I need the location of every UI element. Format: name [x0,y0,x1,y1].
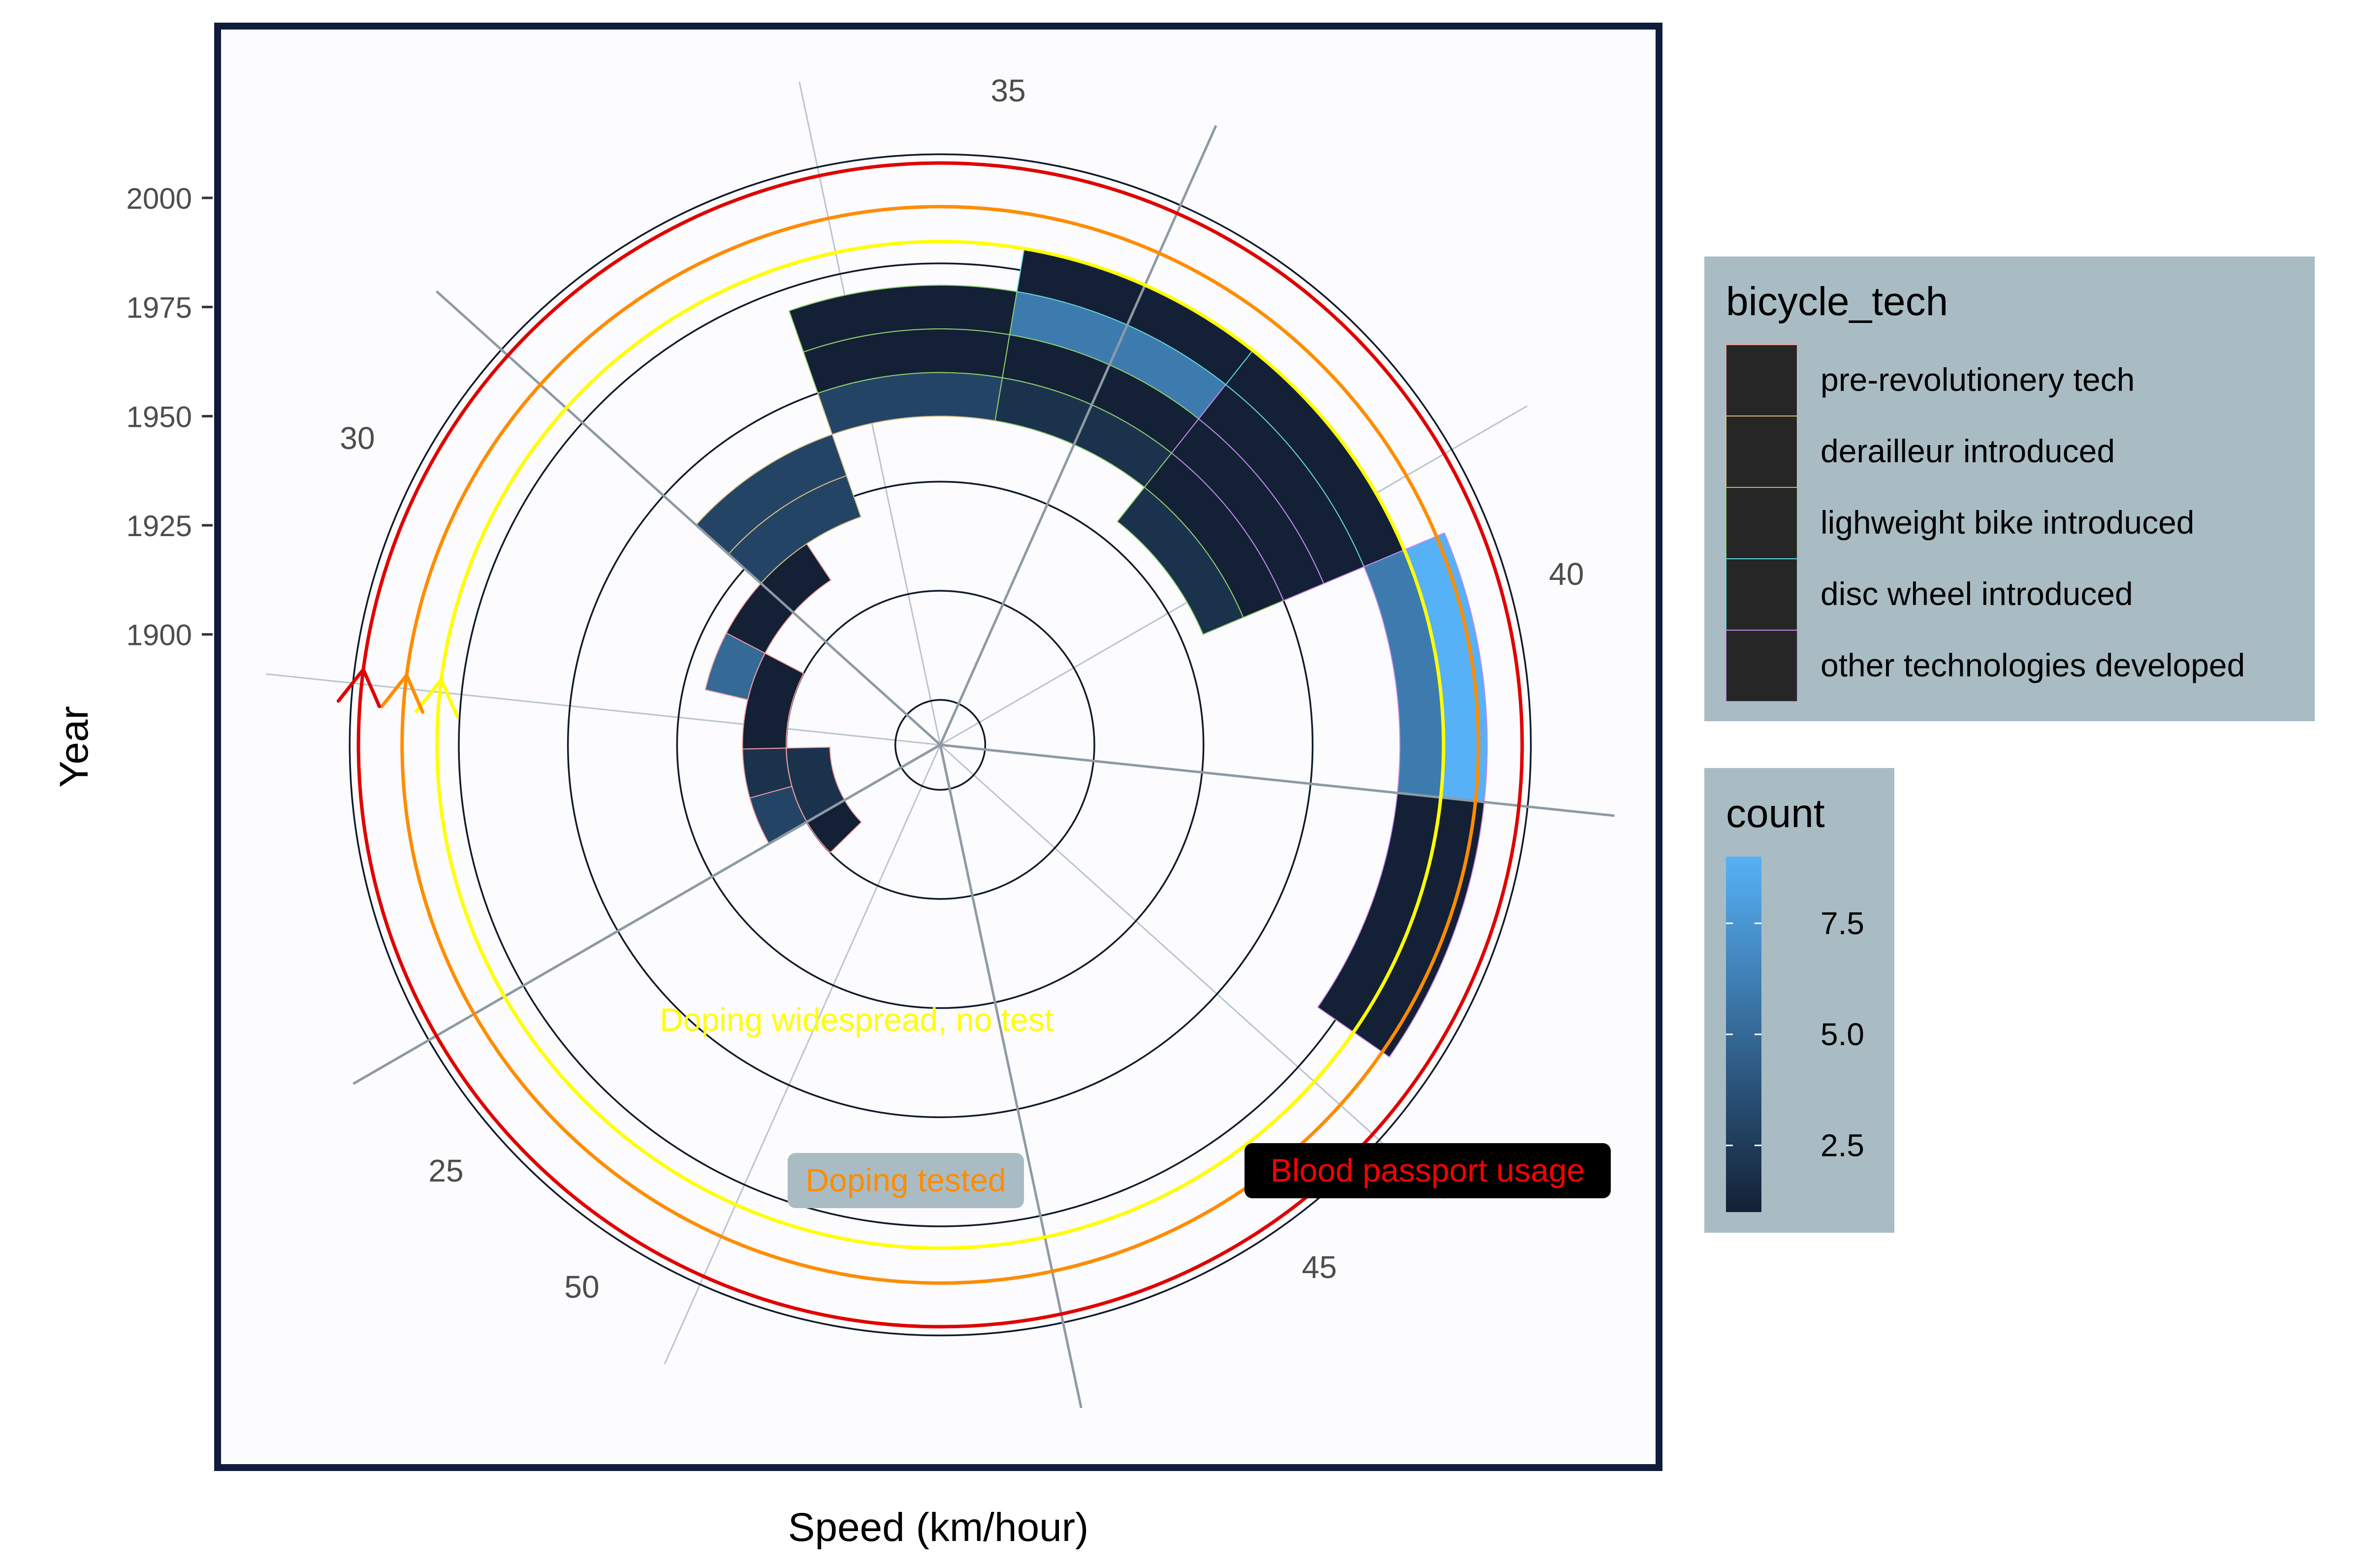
legend-tech-label: pre-revolutionery tech [1820,361,2135,398]
grid-circle [349,153,1532,1337]
year-tick-label: 1950 [127,400,192,433]
annotation-label-box [1245,1143,1611,1198]
legend-tech-label: disc wheel introduced [1820,576,2133,612]
minor-spoke [664,744,941,1365]
x-axis-title: Speed (km/hour) [788,1505,1089,1550]
year-tick-label: 2000 [127,182,192,215]
grid-circle [676,480,1205,1009]
legend-tech-key [1725,344,1798,416]
legend-tech: bicycle_tech pre-revolutionery tech derail… [1704,256,2315,721]
colorbar-tick-label: 7.5 [1820,905,1864,941]
legend-tech-key [1725,630,1798,702]
theta-tick-label: 35 [990,73,1025,108]
year-tick-label: 1975 [127,291,192,324]
legend-tech-key [1725,487,1798,559]
annotations: Doping widespread, no test Doping tested B… [336,161,1611,1329]
legend-tech-label: lighweight bike introduced [1820,504,2194,541]
major-spoke [352,743,941,1085]
annotation-arrowhead [415,678,459,718]
colorbar-tick-label: 2.5 [1820,1128,1864,1163]
legend-tech-label: derailleur introduced [1820,433,2115,469]
theta-tick-label: 45 [1302,1249,1337,1285]
theta-tick-label: 50 [564,1269,599,1305]
major-spokes [352,125,1615,1408]
annotation-ring [400,205,1480,1285]
annotation-label: Blood passport usage [1271,1152,1585,1188]
theta-tick-label: 30 [340,420,375,456]
legend-tech-label: other technologies developed [1820,647,2245,683]
legend-count: count 2.5 5.0 7.5 [1704,768,1894,1233]
annotation-label-box [788,1153,1024,1208]
theta-tick-label: 25 [428,1153,463,1188]
major-spoke [940,743,1615,817]
legend-tech-key [1725,558,1798,631]
tiles [695,248,1488,1058]
annotation-ring [356,161,1524,1329]
legend-tech-title: bicycle_tech [1726,279,1948,324]
annotation-ring [435,240,1445,1250]
y-axis-title: Year [52,706,96,788]
annotation-label: Doping widespread, no test [660,1001,1054,1038]
year-tick-label: 1900 [127,619,192,652]
minor-spoke [266,673,941,746]
grid-circle [894,699,987,791]
legend-tech-background [1704,256,2315,721]
annotation-arrowhead [336,668,382,708]
legend-count-title: count [1726,791,1825,836]
major-spoke [939,125,1217,746]
minor-spoke [939,744,1445,1199]
theta-ticks: 25 30 35 40 45 50 [340,73,1584,1305]
theta-tick-label: 40 [1549,556,1584,592]
annotation-label: Doping tested [805,1162,1006,1198]
major-spoke [436,290,941,746]
panel-border [214,23,1662,1471]
year-axis: 1900 1925 1950 1975 2000 [127,182,213,652]
annotation-arrowhead [380,673,425,714]
year-tick-label: 1925 [127,510,192,543]
major-spoke [939,744,1083,1408]
colorbar-tick-label: 5.0 [1820,1017,1864,1052]
legend-tech-key [1725,416,1798,488]
